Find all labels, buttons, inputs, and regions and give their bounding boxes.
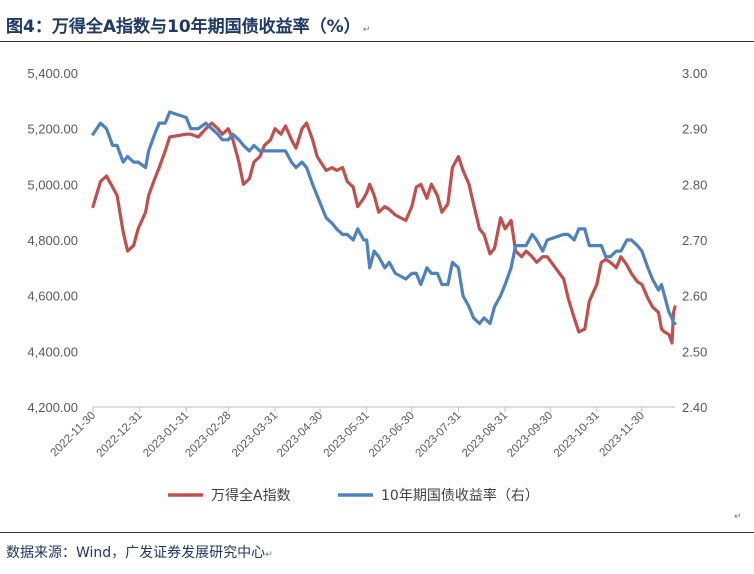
left-axis-tick-label: 4,800.00 (27, 233, 78, 248)
source-note-text: 数据来源：Wind，广发证券发展研究中心 (6, 545, 266, 561)
left-axis-tick-label: 4,200.00 (27, 400, 78, 415)
bottom-rule (0, 532, 754, 533)
x-axis-tick-label: 2023-03-31 (230, 410, 280, 460)
series-line-bond-10y (91, 110, 677, 326)
legend-label-wind-a: 万得全A指数 (211, 487, 291, 504)
left-axis-tick-label: 5,200.00 (27, 122, 78, 137)
x-axis-tick-label: 2022-11-30 (49, 410, 98, 459)
source-note: 数据来源：Wind，广发证券发展研究中心↵ (6, 542, 273, 562)
right-axis-tick-label: 2.50 (682, 344, 707, 359)
x-axis-tick-label: 2023-09-30 (505, 410, 555, 460)
x-axis-tick-label: 2023-11-30 (598, 410, 647, 459)
paragraph-mark-source: ↵ (265, 550, 273, 560)
x-axis-tick-label: 2023-10-31 (552, 410, 602, 460)
x-axis-tick-label: 2023-07-31 (413, 410, 463, 460)
x-axis-tick-label: 2023-05-31 (322, 410, 372, 460)
figure-title: 图4：万得全A指数与10年期国债收益率（%） ↵ (6, 12, 370, 37)
left-axis-tick-label: 5,000.00 (27, 177, 78, 192)
x-axis-ticks: 2022-11-302022-12-312023-01-312023-02-28… (49, 407, 647, 460)
top-rule (0, 41, 754, 42)
x-axis-tick-label: 2023-06-30 (367, 410, 417, 460)
x-axis-tick-label: 2022-12-31 (95, 410, 145, 460)
legend-label-bond-10y: 10年期国债收益率（右） (381, 487, 539, 504)
right-axis-tick-label: 2.60 (682, 289, 707, 304)
paragraph-mark-chart: ↵ (734, 512, 742, 522)
x-axis-tick-label: 2023-04-30 (275, 410, 325, 460)
x-axis-tick-label: 2023-02-28 (183, 410, 233, 460)
chart: 4,200.00 4,400.00 4,600.00 4,800.00 5,000.00… (27, 66, 707, 504)
figure-title-text: 图4：万得全A指数与10年期国债收益率（%） (6, 17, 361, 37)
left-axis-ticks: 4,200.00 4,400.00 4,600.00 4,800.00 5,000.00… (27, 66, 78, 415)
right-axis-tick-label: 2.80 (682, 177, 707, 192)
right-axis-ticks: 2.40 2.50 2.60 2.70 2.80 2.90 3.00 (682, 66, 707, 415)
right-axis-tick-label: 2.70 (682, 233, 707, 248)
right-axis-tick-label: 2.90 (682, 122, 707, 137)
left-axis-tick-label: 5,400.00 (27, 66, 78, 81)
x-axis-tick-label: 2023-08-31 (460, 410, 510, 460)
legend: 万得全A指数 10年期国债收益率（右） (168, 487, 539, 504)
left-axis-tick-label: 4,600.00 (27, 289, 78, 304)
right-axis-tick-label: 3.00 (682, 66, 707, 81)
paragraph-mark-title: ↵ (362, 25, 371, 35)
right-axis-tick-label: 2.40 (682, 400, 707, 415)
left-axis-tick-label: 4,400.00 (27, 344, 78, 359)
series-line-wind-a (91, 121, 677, 345)
